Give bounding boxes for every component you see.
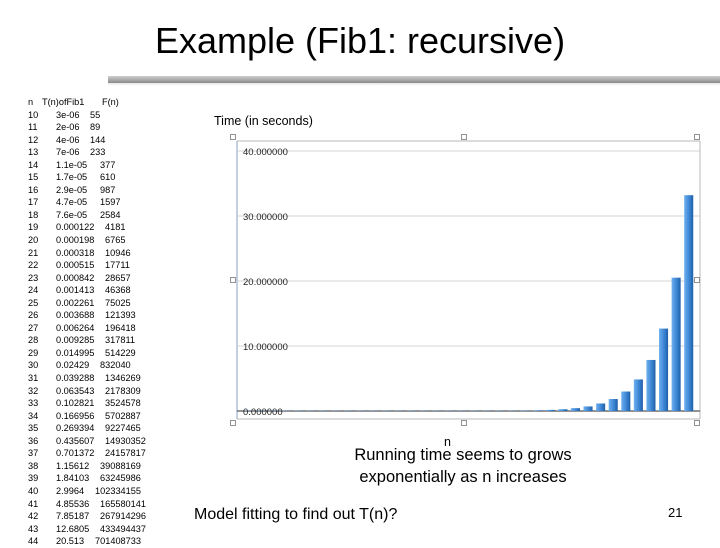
y-tick-label: 30.000000 — [243, 212, 288, 223]
selection-handle — [695, 278, 700, 283]
selection-handle — [231, 135, 236, 140]
chart-y-ticks: 0.000000 10.000000 20.000000 30.000000 40.00… — [243, 147, 288, 418]
y-tick-label: 0.000000 — [243, 407, 283, 418]
chart-bars — [244, 195, 693, 411]
bar — [596, 403, 605, 411]
selection-handle — [695, 135, 700, 140]
selection-handle — [231, 421, 236, 426]
y-tick-label: 20.000000 — [243, 277, 288, 288]
caption-line-1: Running time seems to grows — [318, 444, 608, 466]
bar — [533, 410, 542, 411]
bar — [646, 360, 655, 411]
caption-line-2: exponentially as n increases — [318, 466, 608, 488]
bar — [584, 406, 593, 411]
bar — [546, 410, 555, 411]
model-fitting-text: Model fitting to find out T(n)? — [194, 506, 397, 524]
chart-grid — [237, 151, 700, 411]
slide-number: 21 — [668, 505, 682, 520]
selection-handle — [231, 278, 236, 283]
bar — [609, 399, 618, 411]
selection-handle — [462, 421, 467, 426]
bar — [684, 195, 693, 411]
bar — [571, 408, 580, 411]
bar — [672, 278, 681, 411]
y-tick-label: 40.000000 — [243, 147, 288, 158]
chart-frame — [237, 141, 700, 419]
selection-handles — [231, 135, 700, 426]
selection-handle — [462, 135, 467, 140]
bar — [621, 392, 630, 411]
caption: Running time seems to grows exponentiall… — [318, 444, 608, 488]
selection-handle — [695, 421, 700, 426]
bar — [634, 379, 643, 411]
chart-ylabel: Time (in seconds) — [214, 114, 313, 128]
bar — [558, 409, 567, 411]
y-tick-label: 10.000000 — [243, 342, 288, 353]
bar — [659, 329, 668, 411]
